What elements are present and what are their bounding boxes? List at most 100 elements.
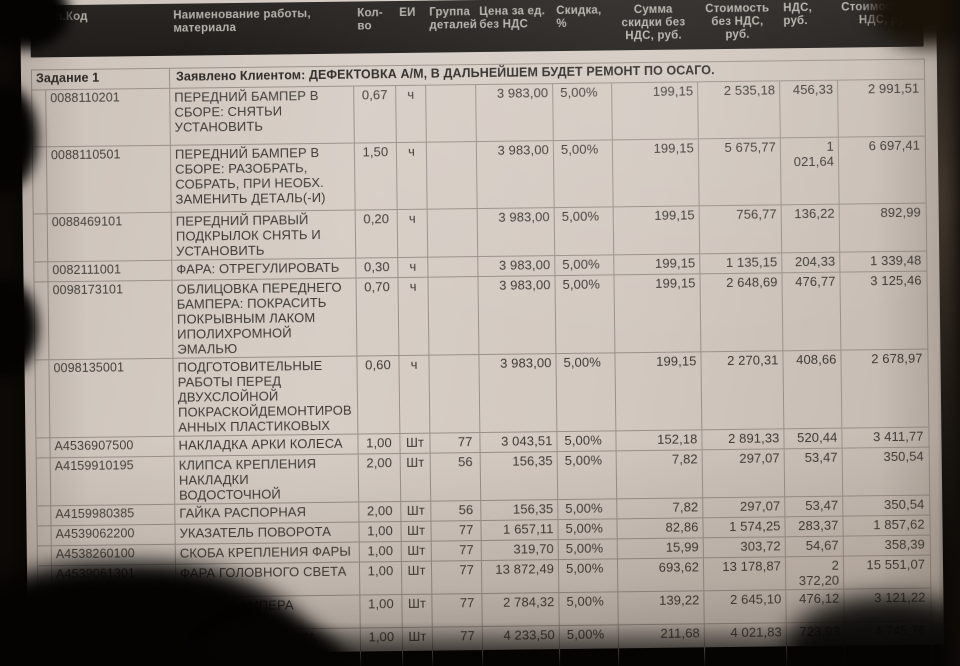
cell-cost-no-vat: 1 574,25 <box>702 516 786 538</box>
cell-code: 0088469101 <box>47 212 172 262</box>
cell-unit: ч <box>398 355 430 434</box>
cell-cost-no-vat: 297,07 <box>702 448 785 498</box>
cell-left-margin <box>34 359 50 438</box>
cell-code: 0088110501 <box>46 145 172 214</box>
cell-unit-price: 156,35 <box>480 451 558 501</box>
cell-code: 0088110201 <box>45 88 171 147</box>
cell-unit-price: 3 983,00 <box>475 83 554 142</box>
cell-left-margin <box>33 213 48 262</box>
cell-vat: 54,67 <box>785 536 844 557</box>
right-vignette <box>938 0 960 666</box>
cell-unit: ч <box>397 209 428 258</box>
cell-unit-price: 3 043,51 <box>479 431 558 453</box>
cell-quantity: 0,30 <box>355 257 398 279</box>
cell-discount-percent: 5,00% <box>554 254 614 276</box>
cell-quantity: 1,50 <box>354 142 398 211</box>
cell-parts-group: 56 <box>430 500 481 522</box>
cell-unit-price: 319,70 <box>481 539 559 561</box>
cell-discount-sum: 139,22 <box>617 590 705 625</box>
cell-work-name: КЛИПСА КРЕПЛЕНИЯ НАКЛАДКИ ВОДОСТОЧНОЙ <box>174 454 359 505</box>
cell-discount-percent: 5,00% <box>552 82 613 141</box>
cell-work-name: СКОБА КРЕПЛЕНИЯ ФАРЫ <box>175 542 360 565</box>
cell-discount-percent: 5,00% <box>558 591 619 626</box>
cell-vat: 476,77 <box>781 272 841 351</box>
column-header: Группа деталей <box>429 6 478 32</box>
cell-vat: 53,47 <box>784 448 843 497</box>
cell-work-name: ОБЛИЦОВКА ПЕРЕДНЕГО БАМПЕРА: ПОКРАСИТЬ П… <box>171 278 357 359</box>
cell-cost-no-vat: 297,07 <box>702 496 785 518</box>
cell-vat: 136,22 <box>781 204 840 253</box>
cell-unit-price: 1 657,11 <box>480 519 559 541</box>
cell-left-margin <box>33 261 49 282</box>
cell-cost-no-vat: 2 891,33 <box>701 428 785 450</box>
table-row: 0088110501 ПЕРЕДНИЙ БАМПЕР В СБОРЕ: РАЗО… <box>32 136 927 214</box>
cell-vat: 456,33 <box>779 80 839 138</box>
cell-vat: 204,33 <box>781 252 840 273</box>
cell-cost-with-vat: 358,39 <box>843 535 931 557</box>
cell-discount-percent: 5,00% <box>557 518 618 540</box>
cell-work-name: ПЕРЕДНИЙ БАМПЕР В СБОРЕ: РАЗОБРАТЬ, СОБР… <box>170 143 356 213</box>
cell-cost-no-vat: 2 535,18 <box>697 80 781 139</box>
column-header: Скидка, % <box>556 4 602 31</box>
cell-cost-no-vat: 13 178,87 <box>703 556 786 591</box>
cell-cost-with-vat: 892,99 <box>839 203 927 253</box>
cell-work-name: ГАЙКА РАСПОРНАЯ <box>174 502 359 525</box>
cell-discount-sum: 199,15 <box>612 138 700 207</box>
cell-quantity: 1,00 <box>359 541 402 563</box>
cell-cost-with-vat: 6 697,41 <box>838 136 927 205</box>
task-label: Задание 1 <box>31 68 170 90</box>
cell-work-name: УКАЗАТЕЛЬ ПОВОРОТА <box>174 522 360 545</box>
cell-unit-price: 156,35 <box>480 499 558 521</box>
cell-parts-group <box>427 256 478 278</box>
cell-discount-percent: 5,00% <box>556 430 617 452</box>
cell-left-margin <box>37 545 52 566</box>
cell-cost-with-vat: 350,54 <box>842 447 930 497</box>
column-header: Стоимость без НДС, руб. <box>705 2 770 42</box>
cell-vat: 283,37 <box>784 516 844 537</box>
cell-quantity: 0,70 <box>355 277 399 357</box>
column-header: НДС, руб. <box>783 1 813 28</box>
table-row: 0098173101 ОБЛИЦОВКА ПЕРЕДНЕГО БАМПЕРА: … <box>34 271 929 360</box>
cell-parts-group <box>426 141 478 210</box>
cell-quantity: 1,00 <box>357 433 401 455</box>
cell-discount-sum: 693,62 <box>617 557 704 592</box>
cell-left-margin <box>36 525 52 546</box>
cell-discount-percent: 5,00% <box>557 498 617 520</box>
cell-unit: ч <box>395 85 427 143</box>
cell-discount-percent: 5,00% <box>558 538 618 560</box>
cell-unit-price: 3 983,00 <box>477 207 555 257</box>
cell-discount-sum: 152,18 <box>615 429 703 451</box>
cell-cost-no-vat: 1 135,15 <box>699 252 782 274</box>
cell-code: A4536907500 <box>49 436 175 458</box>
cell-code: A4159910195 <box>50 456 175 506</box>
cell-discount-percent: 5,00% <box>554 274 615 354</box>
repair-estimate-sheet: Исп.КодНаименование работы, материалаКол… <box>20 0 944 666</box>
cell-cost-no-vat: 756,77 <box>699 204 782 254</box>
cell-unit: ч <box>396 142 428 210</box>
cell-parts-group <box>427 276 479 356</box>
cell-unit-price: 3 983,00 <box>478 353 557 433</box>
cell-cost-with-vat: 350,54 <box>842 495 931 517</box>
cell-cost-with-vat: 1 857,62 <box>842 515 931 537</box>
cell-vat: 2 372,20 <box>785 556 844 590</box>
cell-discount-sum: 199,15 <box>613 273 701 353</box>
cell-discount-sum: 199,15 <box>613 205 700 255</box>
cell-discount-percent: 5,00% <box>553 139 614 208</box>
cell-cost-no-vat: 303,72 <box>703 536 786 558</box>
cell-quantity: 1,00 <box>358 521 402 543</box>
cell-code: A4159980385 <box>50 504 175 526</box>
cell-discount-sum: 7,82 <box>616 449 703 499</box>
cell-parts-group: 77 <box>430 520 482 542</box>
cell-left-margin <box>36 457 51 506</box>
cell-quantity: 2,00 <box>358 501 401 523</box>
cell-discount-percent: 5,00% <box>554 206 614 256</box>
cell-quantity: 2,00 <box>358 453 401 503</box>
cell-discount-sum: 199,15 <box>614 351 702 431</box>
cell-cost-no-vat: 2 648,69 <box>699 272 783 352</box>
cell-work-name: ПЕРЕДНИЙ БАМПЕР В СБОРЕ: СНЯТЬИ УСТАНОВИ… <box>169 86 355 146</box>
cell-unit: Шт <box>400 521 432 542</box>
cell-discount-sum: 7,82 <box>616 497 703 519</box>
column-header: Кол-во <box>357 7 384 33</box>
cell-discount-percent: 5,00% <box>558 558 618 593</box>
cell-discount-sum: 199,15 <box>611 81 699 140</box>
